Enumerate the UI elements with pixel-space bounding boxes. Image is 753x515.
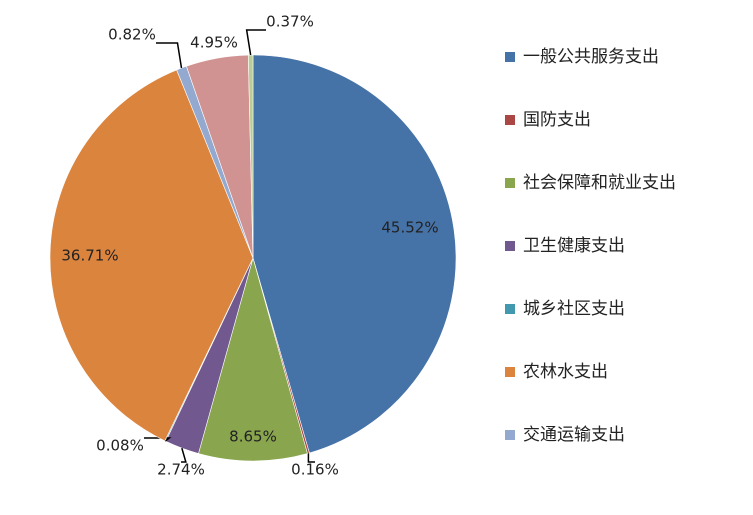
legend-label: 国防支出 (523, 110, 591, 130)
data-label: 0.82% (108, 26, 156, 44)
legend-label: 社会保障和就业支出 (523, 173, 676, 193)
legend-label: 农林水支出 (523, 362, 608, 382)
legend-swatch (505, 304, 515, 314)
pie-slice (198, 256, 308, 462)
legend-label: 一般公共服务支出 (523, 47, 659, 67)
pie-slice (49, 69, 254, 442)
legend-swatch (505, 178, 515, 188)
data-label: 4.95% (190, 34, 238, 52)
pie-slice (252, 54, 457, 454)
legend-swatch (505, 241, 515, 251)
data-label: 45.52% (381, 219, 438, 237)
leader-line (245, 29, 266, 56)
legend-label: 卫生健康支出 (523, 236, 625, 256)
leader-line (144, 437, 172, 442)
legend-swatch (505, 367, 515, 377)
leader-line (181, 447, 187, 463)
pie-slice (247, 54, 254, 259)
legend-label: 城乡社区支出 (523, 299, 625, 319)
data-label: 8.65% (229, 428, 277, 446)
data-label: 0.37% (266, 13, 314, 31)
data-label: 0.08% (96, 437, 144, 455)
legend-swatch (505, 115, 515, 125)
data-label: 2.74% (157, 461, 205, 479)
legend-label: 交通运输支出 (523, 425, 625, 445)
leader-line (307, 453, 315, 463)
leader-line (156, 42, 183, 69)
data-label: 0.16% (291, 461, 339, 479)
legend-swatch (505, 52, 515, 62)
legend-swatch (505, 430, 515, 440)
data-label: 36.71% (61, 247, 118, 265)
